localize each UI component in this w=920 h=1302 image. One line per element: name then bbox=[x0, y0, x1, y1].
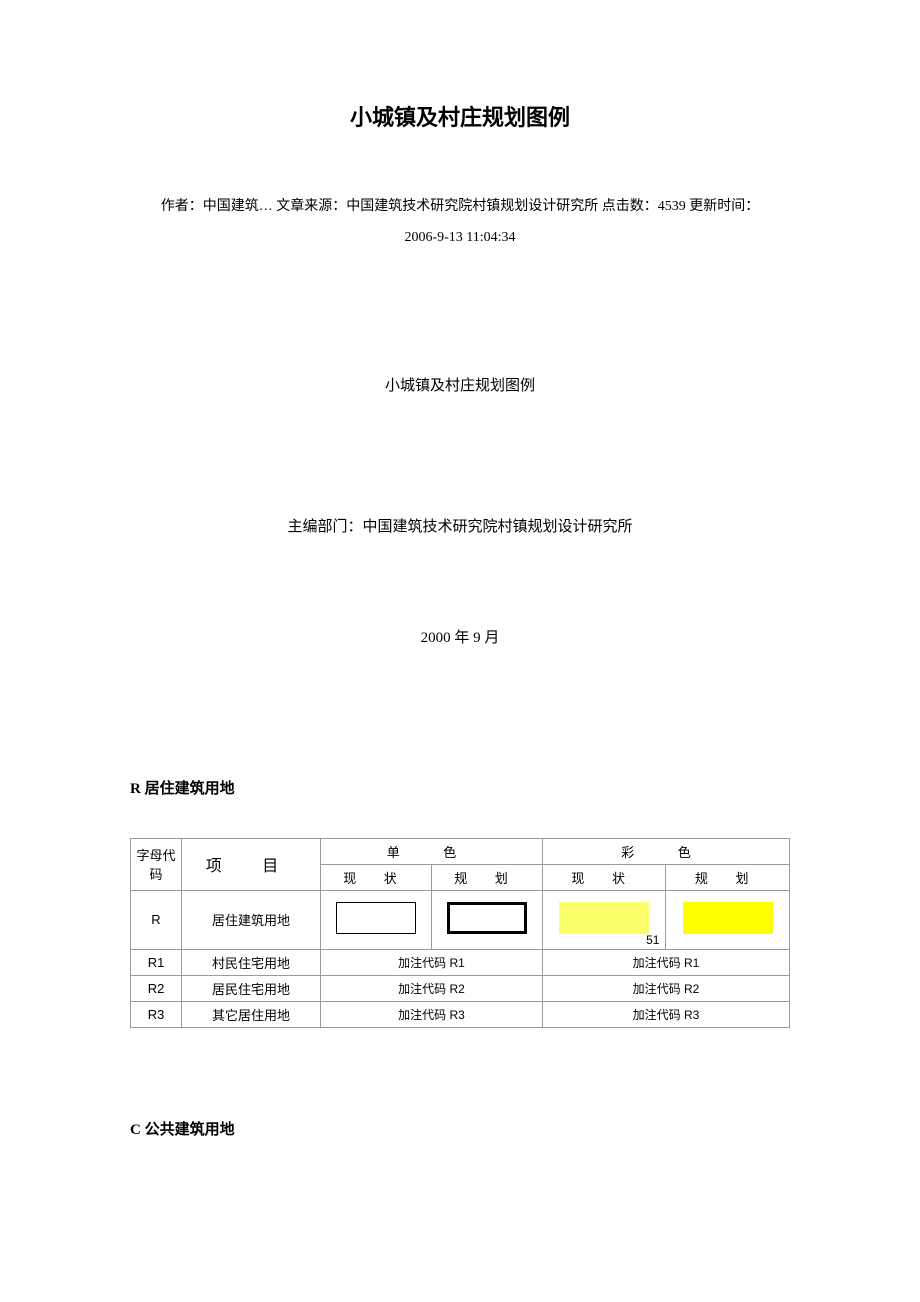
section-heading-r: R 居住建筑用地 bbox=[130, 777, 790, 798]
color-swatch-current bbox=[559, 902, 649, 934]
row-main-name: 居住建筑用地 bbox=[182, 890, 321, 949]
subtitle: 小城镇及村庄规划图例 bbox=[130, 374, 790, 395]
th-color: 彩 色 bbox=[543, 838, 790, 864]
date-line: 2000 年 9 月 bbox=[130, 626, 790, 647]
swatch-color-plan bbox=[666, 890, 790, 949]
th-item: 项 目 bbox=[182, 838, 321, 890]
table-row: R2 居民住宅用地 加注代码 R2 加注代码 R2 bbox=[131, 975, 790, 1001]
swatch-color-current: 51 bbox=[543, 890, 666, 949]
meta-line-2: 2006-9-13 11:04:34 bbox=[130, 223, 790, 254]
section-heading-c: C 公共建筑用地 bbox=[130, 1118, 790, 1139]
row-color-note: 加注代码 R2 bbox=[543, 975, 790, 1001]
row-code: R3 bbox=[131, 1001, 182, 1027]
table-row: R1 村民住宅用地 加注代码 R1 加注代码 R1 bbox=[131, 949, 790, 975]
row-code: R1 bbox=[131, 949, 182, 975]
color-number: 51 bbox=[646, 933, 659, 947]
row-name: 村民住宅用地 bbox=[182, 949, 321, 975]
swatch-mono-plan bbox=[432, 890, 543, 949]
th-code: 字母代码 bbox=[131, 838, 182, 890]
th-mono-current: 现 状 bbox=[321, 864, 432, 890]
row-code: R2 bbox=[131, 975, 182, 1001]
legend-table-r: 字母代码 项 目 单 色 彩 色 现 状 规 划 现 状 规 划 R 居住建筑用… bbox=[130, 838, 790, 1028]
row-name: 其它居住用地 bbox=[182, 1001, 321, 1027]
th-mono: 单 色 bbox=[321, 838, 543, 864]
row-mono-note: 加注代码 R2 bbox=[321, 975, 543, 1001]
row-color-note: 加注代码 R3 bbox=[543, 1001, 790, 1027]
meta-line-1: 作者：中国建筑… 文章来源：中国建筑技术研究院村镇规划设计研究所 点击数：453… bbox=[130, 192, 790, 223]
th-mono-plan: 规 划 bbox=[432, 864, 543, 890]
swatch-mono-current bbox=[321, 890, 432, 949]
row-name: 居民住宅用地 bbox=[182, 975, 321, 1001]
th-color-plan: 规 划 bbox=[666, 864, 790, 890]
table-row: R3 其它居住用地 加注代码 R3 加注代码 R3 bbox=[131, 1001, 790, 1027]
row-color-note: 加注代码 R1 bbox=[543, 949, 790, 975]
th-color-current: 现 状 bbox=[543, 864, 666, 890]
color-swatch-plan bbox=[683, 902, 773, 934]
row-main-code: R bbox=[131, 890, 182, 949]
editor-line: 主编部门：中国建筑技术研究院村镇规划设计研究所 bbox=[130, 515, 790, 536]
row-mono-note: 加注代码 R3 bbox=[321, 1001, 543, 1027]
page-title: 小城镇及村庄规划图例 bbox=[130, 100, 790, 132]
row-mono-note: 加注代码 R1 bbox=[321, 949, 543, 975]
